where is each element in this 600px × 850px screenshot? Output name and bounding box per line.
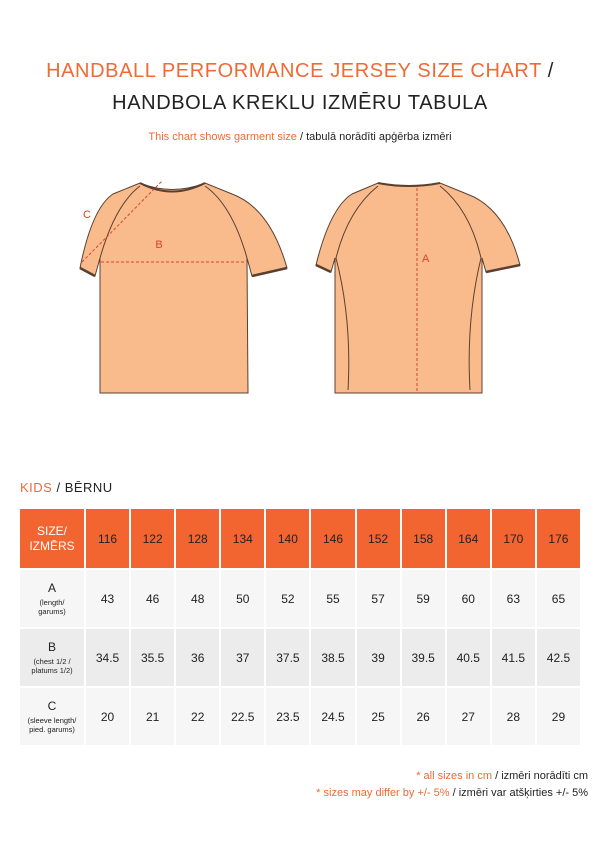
note-en: * sizes may differ by +/- 5% (316, 787, 450, 799)
subtitle-en: This chart shows garment size (148, 131, 297, 143)
title-lv: HANDBOLA KREKLU IZMĒRU TABULA (112, 92, 488, 114)
value-cell: 36 (176, 629, 220, 686)
subtitle: This chart shows garment size / tabulā n… (0, 131, 600, 143)
value-cell: 38.5 (311, 629, 355, 686)
title-separator: / (547, 60, 554, 82)
section-heading: KIDS / BĒRNU (20, 480, 113, 495)
note: * all sizes in cm / izmēri norādīti cm (416, 770, 588, 782)
value-cell: 39.5 (401, 629, 445, 686)
row-label: A (47, 581, 56, 595)
value-cell: 57 (356, 570, 400, 627)
value-cell: 35.5 (131, 629, 175, 686)
row-description: pied. garums) (29, 725, 75, 734)
subtitle-lv: / tabulā norādīti apģērba izmēri (299, 131, 452, 143)
size-cell: 164 (446, 509, 490, 568)
row-label-cell: A (length/garums) (20, 570, 84, 627)
value-cell: 59 (401, 570, 445, 627)
front-jersey (79, 182, 288, 394)
value-cell: 42.5 (536, 629, 580, 686)
row-description: garums) (38, 607, 66, 616)
value-cell: 20 (86, 688, 130, 745)
value-cell: 37.5 (266, 629, 310, 686)
value-cell: 60 (446, 570, 490, 627)
value-cell: 39 (356, 629, 400, 686)
back-measures: A (416, 188, 430, 392)
front-measures: B C (81, 180, 246, 263)
value-cell: 27 (446, 688, 490, 745)
header-label: SIZE/ (36, 523, 67, 538)
label-b: B (155, 239, 162, 251)
size-cell: 176 (536, 509, 580, 568)
value-cell: 65 (536, 570, 580, 627)
value-cell: 22.5 (221, 688, 265, 745)
value-cell: 52 (266, 570, 310, 627)
jersey-diagram: B C A (79, 180, 521, 394)
row-description: (sleeve length/ (27, 716, 77, 725)
size-cell: 152 (356, 509, 400, 568)
size-cell: 122 (131, 509, 175, 568)
value-cell: 40.5 (446, 629, 490, 686)
row-label-cell: B (chest 1/2 /platums 1/2) (20, 629, 84, 686)
title-line: HANDBALL PERFORMANCE JERSEY SIZE CHART / (0, 60, 600, 83)
label-c: C (83, 209, 91, 221)
note-lv: / izmēri var atšķirties +/- 5% (452, 787, 588, 799)
row-description: platums 1/2) (31, 666, 73, 675)
title-en: HANDBALL PERFORMANCE JERSEY SIZE CHART (46, 60, 542, 82)
size-cell: 116 (86, 509, 130, 568)
value-cell: 34.5 (86, 629, 130, 686)
value-cell: 24.5 (311, 688, 355, 745)
value-cell: 55 (311, 570, 355, 627)
row-label: B (47, 640, 56, 654)
value-cell: 41.5 (491, 629, 535, 686)
header-label: IZMĒRS (29, 538, 75, 553)
value-cell: 43 (86, 570, 130, 627)
size-cell: 146 (311, 509, 355, 568)
value-cell: 26 (401, 688, 445, 745)
label-a: A (422, 253, 430, 265)
section-en: KIDS (20, 480, 53, 495)
header-cell: SIZE/IZMĒRS (20, 509, 84, 568)
value-cell: 63 (491, 570, 535, 627)
value-cell: 29 (536, 688, 580, 745)
row-description: (chest 1/2 / (33, 657, 71, 666)
value-cell: 22 (176, 688, 220, 745)
note: * sizes may differ by +/- 5% / izmēri va… (316, 787, 588, 799)
value-cell: 37 (221, 629, 265, 686)
size-cell: 158 (401, 509, 445, 568)
value-cell: 25 (356, 688, 400, 745)
value-cell: 21 (131, 688, 175, 745)
size-cell: 170 (491, 509, 535, 568)
value-cell: 48 (176, 570, 220, 627)
value-cell: 50 (221, 570, 265, 627)
value-cell: 46 (131, 570, 175, 627)
value-cell: 28 (491, 688, 535, 745)
row-label-cell: C (sleeve length/pied. garums) (20, 688, 84, 745)
size-cell: 140 (266, 509, 310, 568)
note-lv: / izmēri norādīti cm (495, 770, 588, 782)
row-label: C (47, 699, 57, 713)
row-description: (length/ (39, 598, 65, 607)
size-cell: 128 (176, 509, 220, 568)
back-jersey (315, 182, 521, 394)
note-en: * all sizes in cm (416, 770, 493, 782)
size-cell: 134 (221, 509, 265, 568)
section-lv: / BĒRNU (56, 480, 113, 495)
value-cell: 23.5 (266, 688, 310, 745)
